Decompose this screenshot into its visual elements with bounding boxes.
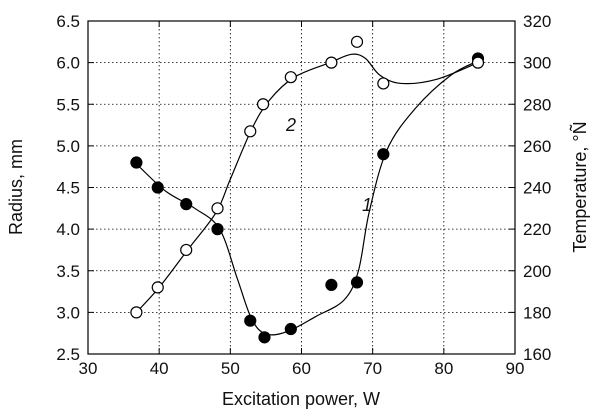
y-left-tick-label: 4.0	[56, 220, 80, 239]
series-2-point	[256, 98, 270, 111]
y-right-tick-label: 260	[523, 137, 551, 156]
series-2-point	[130, 306, 143, 319]
x-tick-label: 60	[292, 359, 311, 378]
series-2-point	[350, 35, 364, 48]
series-1-point	[350, 276, 364, 289]
y-left-tick-label: 2.5	[56, 345, 80, 364]
series-2-point	[244, 125, 257, 138]
y-left-tick-label: 5.0	[56, 137, 80, 156]
y-right-tick-label: 160	[523, 345, 551, 364]
curve-label-2: 2	[285, 115, 296, 135]
series-1-point	[377, 148, 390, 161]
series-2-point	[211, 202, 224, 215]
y-axis-title-right: Temperature, °Ñ	[569, 121, 590, 252]
x-tick-label: 30	[79, 359, 98, 378]
y-right-tick-label: 220	[523, 220, 551, 239]
series-1-point	[244, 314, 257, 327]
y-right-tick-label: 180	[523, 303, 551, 322]
series-2-point	[325, 56, 338, 69]
y-right-tick-label: 240	[523, 179, 551, 198]
series-2-point	[377, 77, 390, 90]
tick-labels: 30 40 50 60 70 80 90 2.5 3.0 3.5 4.0 4.5 5.0 5.5 6.0 6.…	[56, 12, 551, 378]
series-1-point	[258, 331, 271, 344]
curve-label-1: 1	[362, 195, 372, 215]
series-1-point	[211, 223, 224, 236]
x-tick-label: 70	[363, 359, 382, 378]
series-1-point	[130, 156, 143, 169]
y-left-tick-label: 5.5	[56, 95, 80, 114]
series-1-curve	[138, 60, 479, 336]
series-2-point	[151, 281, 164, 294]
y-right-tick-label: 280	[523, 95, 551, 114]
y-left-tick-label: 6.0	[56, 54, 80, 73]
y-right-tick-label: 200	[523, 262, 551, 281]
y-axis-title-left: Radius, mm	[6, 139, 26, 235]
series-2-point	[471, 56, 485, 69]
series-1-point	[284, 322, 297, 336]
y-left-tick-label: 3.5	[56, 262, 80, 281]
series-1-point	[151, 181, 164, 194]
series-1-point	[325, 278, 338, 292]
series-2-point	[180, 243, 193, 257]
x-tick-label: 90	[506, 359, 525, 378]
y-right-tick-label: 320	[523, 12, 551, 31]
x-tick-label: 40	[150, 359, 169, 378]
series-2-curve	[135, 53, 479, 313]
x-tick-label: 80	[434, 359, 453, 378]
marker-layer	[130, 35, 485, 344]
axis-ticks	[87, 20, 516, 355]
y-left-tick-label: 4.5	[56, 179, 80, 198]
grid-lines	[88, 21, 515, 354]
series-2-point	[284, 71, 297, 84]
x-axis-title: Excitation power, W	[222, 389, 380, 409]
x-tick-label: 50	[221, 359, 240, 378]
y-left-tick-label: 3.0	[56, 303, 80, 322]
series-1-point	[180, 198, 193, 211]
y-right-tick-label: 300	[523, 54, 551, 73]
curve-layer	[135, 53, 479, 336]
y-left-tick-label: 6.5	[56, 12, 80, 31]
